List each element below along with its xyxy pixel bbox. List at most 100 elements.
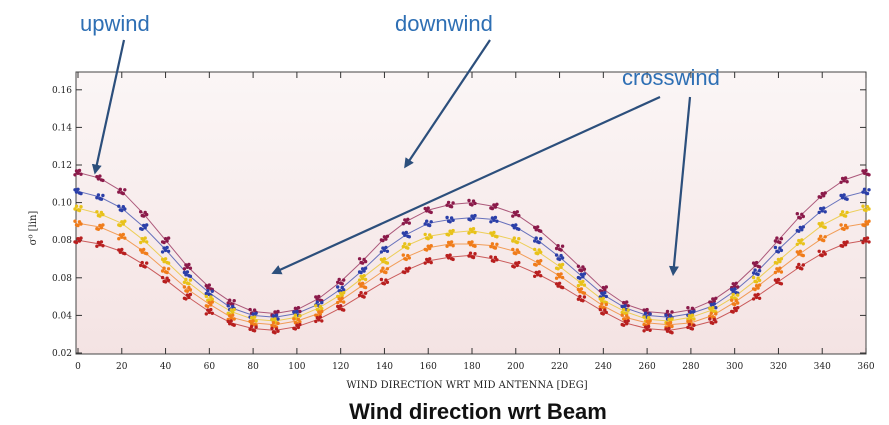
data-point <box>690 313 695 317</box>
data-point <box>385 280 390 284</box>
data-point <box>188 278 193 282</box>
data-point <box>232 317 236 321</box>
data-point <box>77 239 82 243</box>
data-point <box>714 306 718 310</box>
data-point <box>188 266 193 270</box>
data-point <box>162 266 166 270</box>
data-point <box>98 214 102 218</box>
data-point <box>357 293 362 298</box>
data-point <box>604 294 608 299</box>
data-point <box>473 230 477 235</box>
data-point <box>779 248 784 253</box>
data-point <box>473 213 477 218</box>
data-point <box>182 267 187 271</box>
data-point <box>731 310 735 314</box>
data-point <box>560 285 565 290</box>
data-point <box>471 216 476 221</box>
data-point <box>490 206 495 211</box>
data-point <box>539 259 543 263</box>
data-point <box>118 223 123 228</box>
annotation-crosswind: crosswind <box>622 65 720 90</box>
data-point <box>582 291 587 295</box>
data-point <box>581 279 585 284</box>
data-point <box>864 168 868 173</box>
data-point <box>670 310 674 314</box>
data-point <box>385 261 390 265</box>
data-point <box>423 232 427 237</box>
data-point <box>209 307 213 312</box>
data-point <box>801 263 805 267</box>
data-point <box>840 244 845 248</box>
data-point <box>795 242 799 246</box>
data-point <box>446 200 451 205</box>
data-point <box>468 218 473 222</box>
data-point <box>165 245 169 250</box>
data-point <box>99 226 104 230</box>
data-point <box>843 176 848 180</box>
data-point <box>206 286 210 290</box>
data-point <box>648 312 652 316</box>
data-point <box>145 223 149 227</box>
data-point <box>404 230 408 235</box>
data-point <box>449 240 454 244</box>
data-point <box>864 208 868 213</box>
data-point <box>514 212 518 217</box>
data-point <box>539 237 543 241</box>
data-point <box>120 247 124 252</box>
data-point <box>495 219 499 223</box>
data-point <box>298 320 302 324</box>
data-point <box>318 315 322 319</box>
data-point <box>185 289 190 293</box>
data-point <box>517 227 521 231</box>
data-point <box>254 311 258 315</box>
data-point <box>842 193 846 197</box>
data-point <box>582 283 587 287</box>
data-point <box>118 187 123 191</box>
data-point <box>493 215 498 220</box>
data-point <box>554 253 559 257</box>
data-point <box>734 308 738 313</box>
data-point <box>692 317 696 321</box>
data-point <box>423 222 427 226</box>
data-point <box>340 282 344 286</box>
data-point <box>514 252 518 256</box>
data-point <box>145 240 149 244</box>
data-point <box>751 271 756 275</box>
data-point <box>118 250 123 254</box>
data-point <box>96 227 101 231</box>
y-axis-label: σ⁰ [lin] <box>28 211 39 246</box>
data-point <box>188 292 193 297</box>
data-point <box>670 331 674 335</box>
data-point <box>182 285 187 289</box>
data-point <box>668 321 673 325</box>
y-tick-label: 0.02 <box>52 349 72 359</box>
data-point <box>210 297 214 301</box>
data-point <box>363 291 368 295</box>
data-point <box>598 305 602 309</box>
data-point <box>642 315 646 319</box>
data-point <box>517 250 521 254</box>
data-point <box>709 311 713 315</box>
data-point <box>495 258 499 262</box>
data-point <box>467 198 471 203</box>
data-point <box>182 280 187 284</box>
data-point <box>360 281 365 285</box>
data-point <box>626 308 630 312</box>
data-point <box>74 240 79 245</box>
data-point <box>865 222 870 226</box>
data-point <box>403 233 407 237</box>
data-point <box>689 316 693 320</box>
data-point <box>362 274 366 278</box>
data-point <box>99 240 104 244</box>
data-point <box>98 243 102 247</box>
data-point <box>625 300 629 304</box>
data-point <box>423 261 427 265</box>
data-point <box>736 293 740 297</box>
data-point <box>295 309 299 314</box>
data-point <box>381 238 385 243</box>
data-point <box>536 273 540 277</box>
data-point <box>446 256 451 260</box>
data-point <box>120 208 124 213</box>
data-point <box>600 302 604 306</box>
data-point <box>665 329 670 333</box>
